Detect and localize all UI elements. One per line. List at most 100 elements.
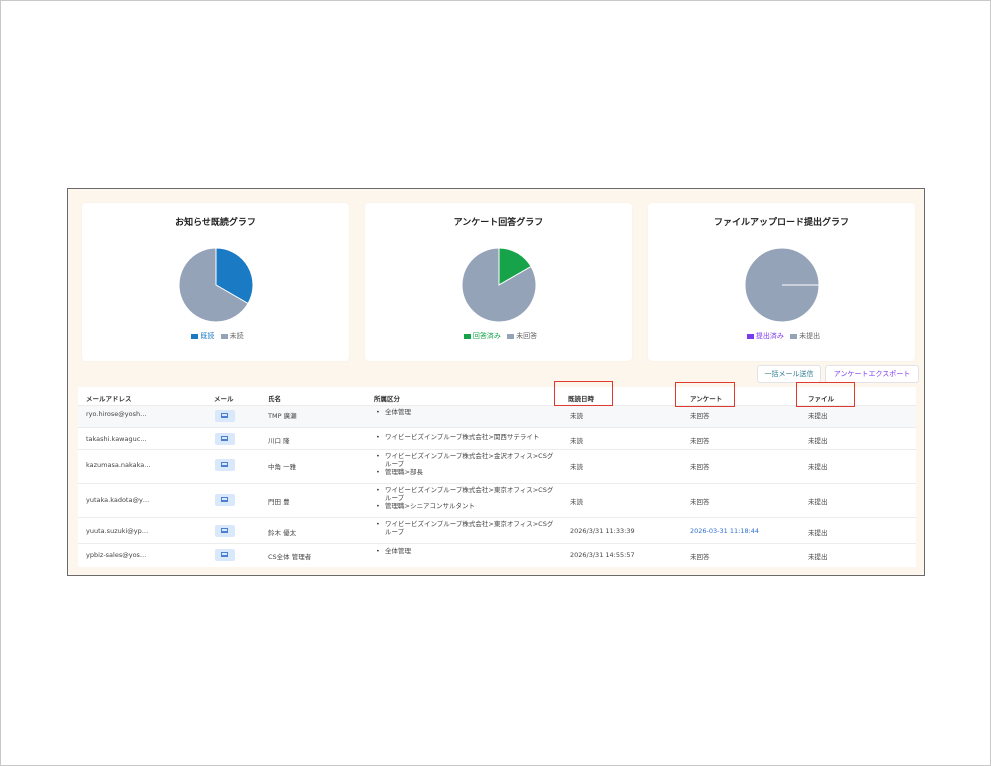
row-survey: 未回答 [690, 437, 710, 445]
row-name: TMP 廣瀬 [268, 412, 297, 420]
file-chart-legend: 提出済み 未提出 [648, 331, 915, 341]
header-read-at: 既読日時 [568, 395, 594, 403]
dept-item: ワイビービズインプループ株式会社>関西サテライト [374, 433, 574, 441]
row-read-at: 2026/3/31 11:33:39 [570, 527, 635, 535]
send-mail-button[interactable] [215, 494, 235, 506]
row-file: 未提出 [808, 437, 828, 445]
row-email: kazumasa.nakaka… [86, 461, 151, 469]
highlight-file-header [796, 382, 855, 407]
row-read-at: 2026/3/31 14:55:57 [570, 551, 635, 559]
legend-swatch-unread [220, 333, 228, 339]
row-survey: 未回答 [690, 412, 710, 420]
mail-icon [221, 497, 228, 502]
file-pie-chart [744, 247, 820, 323]
row-dept: ワイビービズインプループ株式会社>関西サテライト [374, 433, 574, 441]
dept-item: 管理職>部長 [374, 468, 559, 476]
mail-icon [221, 528, 228, 533]
send-mail-button[interactable] [215, 549, 235, 561]
row-email: takashi.kawaguc… [86, 435, 147, 443]
header-dept: 所属区分 [374, 395, 400, 403]
row-survey: 未回答 [690, 498, 710, 506]
legend-label-submitted: 提出済み [755, 332, 784, 340]
legend-label-answered: 回答済み [472, 332, 501, 340]
read-pie-chart [178, 247, 254, 323]
dept-item: ワイビービズインプループ株式会社>東京オフィス>CSグループ [374, 520, 559, 536]
file-chart-title: ファイルアップロード提出グラフ [713, 218, 849, 228]
highlight-read-at-header [554, 381, 613, 406]
legend-label-unread: 未読 [229, 332, 244, 340]
row-name: 中角 一雅 [268, 463, 297, 471]
row-dept: ワイビービズインプループ株式会社>金沢オフィス>CSグループ 管理職>部長 [374, 452, 559, 476]
read-chart-title: お知らせ既読グラフ [175, 218, 256, 228]
bulk-mail-button[interactable]: 一括メール送信 [757, 365, 821, 383]
file-chart-card: ファイルアップロード提出グラフ 提出済み 未提出 [648, 203, 915, 361]
row-read-at: 未読 [570, 412, 583, 420]
send-mail-button[interactable] [215, 433, 235, 445]
table-row: yutaka.kadota@y… 門田 豊 ワイビービズインプループ株式会社>東… [78, 483, 916, 518]
survey-chart-title: アンケート回答グラフ [453, 218, 544, 228]
mail-icon [221, 462, 228, 467]
row-survey: 未回答 [690, 553, 710, 561]
row-read-at: 未読 [570, 463, 583, 471]
row-dept: ワイビービズインプループ株式会社>東京オフィス>CSグループ [374, 520, 559, 536]
legend-swatch-read [191, 333, 199, 339]
table-row: ypbiz-sales@yos… CS全体 管理者 全体管理 2026/3/31… [78, 543, 916, 566]
table-row: yuuta.suzuki@yp… 鈴木 優太 ワイビービズインプループ株式会社>… [78, 517, 916, 544]
app-screenshot: お知らせ既読グラフ 既読 未読 アンケート回答グラフ 回答済み 未回答 ファイル… [67, 188, 925, 576]
header-email: メールアドレス [86, 395, 132, 403]
row-file: 未提出 [808, 529, 828, 537]
read-chart-card: お知らせ既読グラフ 既読 未読 [82, 203, 349, 361]
survey-pie-chart [461, 247, 537, 323]
legend-label-unanswered: 未回答 [516, 332, 538, 340]
header-file: ファイル [808, 395, 834, 403]
row-email: ypbiz-sales@yos… [86, 551, 147, 559]
mail-icon [221, 552, 228, 557]
row-email: yutaka.kadota@y… [86, 496, 150, 504]
survey-export-button[interactable]: アンケートエクスポート [825, 365, 919, 383]
survey-chart-card: アンケート回答グラフ 回答済み 未回答 [365, 203, 632, 361]
row-dept: ワイビービズインプループ株式会社>東京オフィス>CSグループ 管理職>シニアコン… [374, 486, 559, 510]
header-name: 氏名 [268, 395, 281, 403]
row-survey-link[interactable]: 2026-03-31 11:18:44 [690, 527, 759, 535]
row-name: 川口 隆 [268, 437, 290, 445]
row-survey: 未回答 [690, 463, 710, 471]
row-file: 未提出 [808, 498, 828, 506]
pie-slice-1 [178, 247, 249, 323]
table-row: ryo.hirose@yosh… TMP 廣瀬 全体管理 未読 未回答 未提出 [78, 405, 916, 428]
send-mail-button[interactable] [215, 459, 235, 471]
row-dept: 全体管理 [374, 408, 574, 416]
table-row: takashi.kawaguc… 川口 隆 ワイビービズインプループ株式会社>関… [78, 427, 916, 450]
row-email: ryo.hirose@yosh… [86, 410, 147, 418]
highlight-survey-header [675, 382, 735, 407]
send-mail-button[interactable] [215, 525, 235, 537]
row-email: yuuta.suzuki@yp… [86, 527, 149, 535]
header-survey: アンケート [690, 395, 723, 403]
legend-swatch-unsubmitted [790, 333, 798, 339]
dept-item: 全体管理 [374, 547, 574, 555]
dept-item: ワイビービズインプループ株式会社>東京オフィス>CSグループ [374, 486, 559, 502]
legend-swatch-unanswered [507, 333, 515, 339]
pie-slice-0 [215, 247, 254, 305]
table-row: kazumasa.nakaka… 中角 一雅 ワイビービズインプループ株式会社>… [78, 449, 916, 484]
row-file: 未提出 [808, 412, 828, 420]
read-chart-legend: 既読 未読 [82, 331, 349, 341]
pie-slice-1 [461, 247, 537, 323]
row-file: 未提出 [808, 553, 828, 561]
row-read-at: 未読 [570, 498, 583, 506]
mail-icon [221, 436, 228, 441]
survey-answer-link[interactable]: 2026-03-31 11:18:44 [690, 527, 760, 535]
legend-swatch-submitted [746, 333, 754, 339]
row-read-at: 未読 [570, 437, 583, 445]
row-file: 未提出 [808, 463, 828, 471]
row-name: 鈴木 優太 [268, 529, 297, 537]
header-mail: メール [214, 395, 234, 403]
dept-item: 管理職>シニアコンサルタント [374, 502, 559, 510]
recipient-table: メールアドレス メール 氏名 所属区分 既読日時 アンケート ファイル ryo.… [78, 387, 916, 567]
dept-item: ワイビービズインプループ株式会社>金沢オフィス>CSグループ [374, 452, 559, 468]
row-dept: 全体管理 [374, 547, 574, 555]
row-name: CS全体 管理者 [268, 553, 312, 561]
legend-swatch-answered [463, 333, 471, 339]
send-mail-button[interactable] [215, 410, 235, 422]
row-name: 門田 豊 [268, 498, 290, 506]
dept-item: 全体管理 [374, 408, 574, 416]
